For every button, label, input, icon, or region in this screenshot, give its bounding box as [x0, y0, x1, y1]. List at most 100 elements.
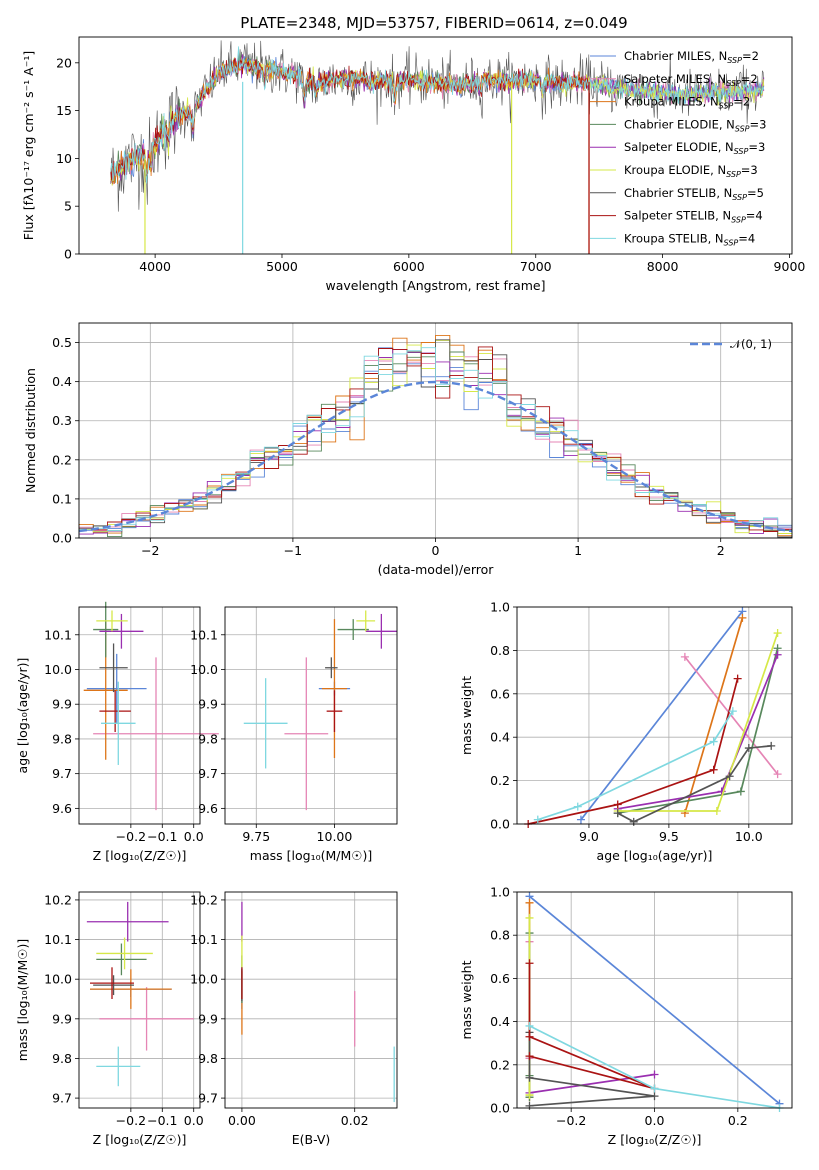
- y-tick-label: 9.9: [52, 697, 72, 712]
- legend-label: Salpeter ELODIE, NSSP=3: [624, 140, 765, 156]
- data-point: [325, 657, 338, 679]
- x-tick-label: 0.0: [184, 1113, 204, 1128]
- y-tick-label: 0.1: [52, 491, 72, 506]
- series-line: [617, 654, 779, 810]
- x-axis-label: mass [log₁₀(M/M☉)]: [250, 848, 372, 863]
- axes-frame: [78, 891, 201, 1109]
- data-point: [284, 657, 329, 811]
- data-point: [93, 975, 134, 996]
- x-tick-label: −1: [284, 543, 302, 558]
- data-point: [96, 937, 153, 970]
- chart-panel-6: 0.00 0.02 9.7 9.8 9.9 10.0 10.1 10.2 E(B-V): [190, 891, 398, 1147]
- y-axis-label: mass weight: [459, 960, 474, 1039]
- x-tick-label: 0.0: [645, 1113, 665, 1128]
- x-tick-label: −2: [141, 543, 159, 558]
- legend-label: Chabrier ELODIE, NSSP=3: [624, 117, 766, 133]
- x-tick-label: 0.2: [728, 1113, 748, 1128]
- data-point: [243, 678, 288, 769]
- data-point: [337, 619, 369, 640]
- x-tick-label: 9.0: [579, 829, 599, 844]
- data-point: [356, 610, 376, 632]
- plus-marker: [650, 1092, 659, 1101]
- plot-area: [110, 40, 765, 254]
- x-tick-label: 8000: [647, 259, 679, 274]
- plus-marker: [525, 1101, 534, 1110]
- y-tick-label: 9.7: [198, 1091, 218, 1106]
- x-tick-label: 0: [432, 543, 440, 558]
- data-point: [99, 987, 194, 1051]
- legend-label: Kroupa MILES, NSSP=2: [624, 95, 750, 111]
- plus-marker: [738, 613, 747, 622]
- y-tick-label: 9.7: [198, 766, 218, 781]
- plus-marker: [650, 1070, 659, 1079]
- x-tick-label: 2: [717, 543, 725, 558]
- y-tick-label: 0.6: [490, 971, 510, 986]
- y-tick-label: 9.8: [52, 731, 72, 746]
- data-point: [93, 601, 119, 658]
- y-tick-label: 0.0: [490, 817, 510, 832]
- y-axis-label: Flux [fλ10⁻¹⁷ erg cm⁻² s⁻¹ A⁻¹]: [21, 51, 36, 240]
- y-tick-label: 9.9: [52, 1011, 72, 1026]
- plus-marker: [525, 1073, 534, 1082]
- y-tick-label: 10: [56, 151, 72, 166]
- x-tick-label: 0.00: [228, 1113, 256, 1128]
- plus-marker: [744, 744, 753, 753]
- y-tick-label: 10.0: [44, 972, 72, 987]
- y-tick-label: 10.0: [190, 662, 218, 677]
- plus-marker: [773, 629, 782, 638]
- x-tick-label: −0.2: [116, 829, 146, 844]
- y-tick-label: 0.8: [490, 643, 510, 658]
- y-tick-label: 0.6: [490, 686, 510, 701]
- data-point: [93, 657, 219, 811]
- legend-label: Salpeter MILES, NSSP=2: [624, 72, 758, 88]
- y-tick-label: 9.6: [52, 801, 72, 816]
- axes-frame: [224, 891, 398, 1109]
- x-axis-label: (data-model)/error: [378, 562, 495, 577]
- axes-frame: [516, 606, 793, 825]
- plus-marker: [709, 737, 718, 746]
- y-tick-label: 0.4: [52, 374, 72, 389]
- y-tick-label: 5: [64, 199, 72, 214]
- legend-label: Kroupa STELIB, NSSP=4: [624, 231, 755, 247]
- data-point: [365, 613, 397, 649]
- x-tick-label: 10.0: [735, 829, 763, 844]
- plus-marker: [736, 787, 745, 796]
- y-tick-label: 10.1: [190, 932, 218, 947]
- chart-panel-5: −0.2 −0.1 0.0 9.7 9.8 9.9 10.0 10.1 10.2 Z [log₁₀…: [15, 891, 204, 1147]
- chart-panel-4: 9.0 9.5 10.0 0.0 0.2 0.4 0.6 0.8 1.0 age [log₁₀(a…: [459, 600, 793, 863]
- plot-area: [83, 601, 219, 811]
- data-point: [99, 643, 128, 693]
- y-tick-label: 10.1: [44, 932, 72, 947]
- y-tick-label: 0.4: [490, 730, 510, 745]
- y-tick-label: 0.0: [52, 531, 72, 546]
- series-line: [528, 895, 781, 1105]
- y-axis-label: Normed distribution: [23, 368, 38, 493]
- y-tick-label: 10.1: [190, 627, 218, 642]
- plus-marker: [525, 898, 534, 907]
- y-tick-label: 9.8: [52, 1051, 72, 1066]
- plus-marker: [725, 772, 734, 781]
- spectrum-line: [110, 46, 765, 184]
- legend-label: Kroupa ELODIE, NSSP=3: [624, 163, 758, 179]
- plus-marker: [573, 802, 582, 811]
- figure-title: PLATE=2348, MJD=53757, FIBERID=0614, z=0…: [240, 14, 627, 32]
- plus-marker: [613, 809, 622, 818]
- plot-area: [78, 334, 793, 538]
- y-axis-label: mass [log₁₀(M/M☉)]: [15, 939, 30, 1061]
- plus-marker: [773, 650, 782, 659]
- y-tick-label: 0.5: [52, 335, 72, 350]
- y-tick-label: 10.2: [44, 892, 72, 907]
- y-tick-label: 9.9: [198, 1011, 218, 1026]
- plus-marker: [525, 959, 534, 968]
- x-tick-label: 4000: [139, 259, 171, 274]
- y-tick-label: 9.6: [198, 801, 218, 816]
- plus-marker: [525, 1091, 534, 1100]
- y-axis-label: age [log₁₀(age/yr)]: [15, 658, 30, 774]
- data-point: [86, 653, 147, 724]
- x-tick-label: 0.02: [341, 1113, 369, 1128]
- x-axis-label: Z [log₁₀(Z/Z☉)]: [93, 1132, 187, 1147]
- y-tick-label: 0.2: [490, 773, 510, 788]
- chart-panel-3: 9.75 10.00 9.6 9.7 9.8 9.9 10.0 10.1 mass [log₁₀…: [190, 606, 398, 863]
- plus-marker: [525, 1021, 534, 1030]
